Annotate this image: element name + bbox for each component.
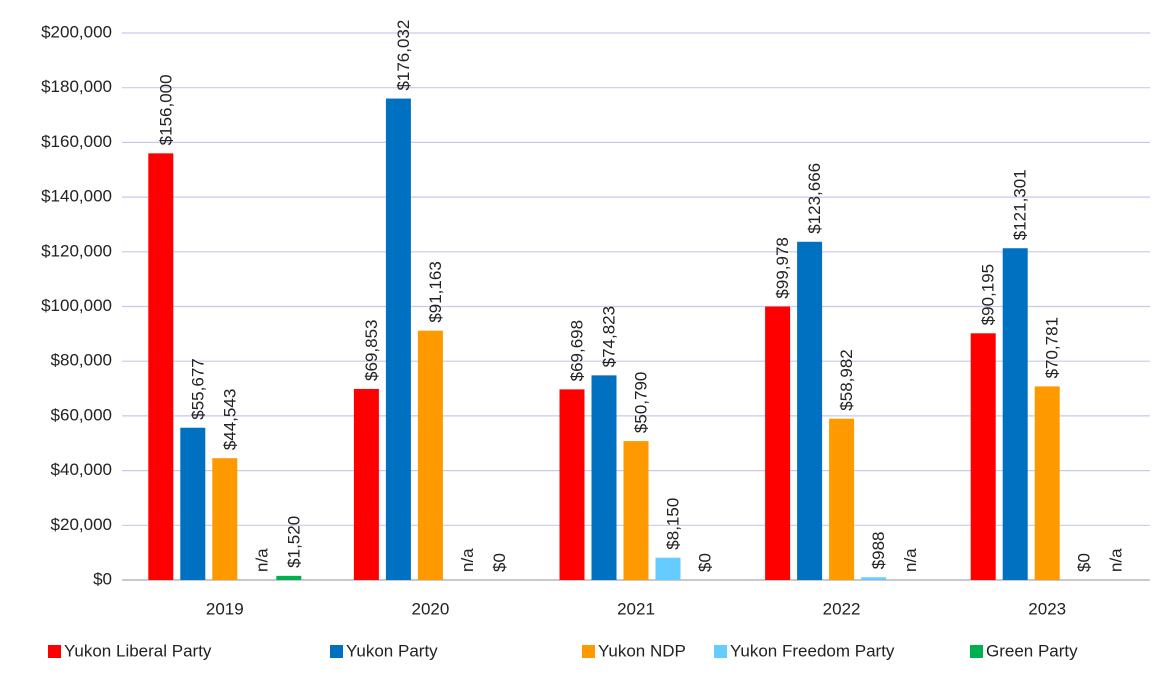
x-tick-label: 2021 (617, 599, 655, 618)
data-label: n/a (1107, 548, 1126, 572)
bar (829, 418, 855, 580)
bar (559, 389, 585, 580)
bar (385, 98, 411, 580)
legend-label: Yukon NDP (598, 641, 686, 660)
data-label: $74,823 (599, 306, 618, 367)
data-label: $0 (490, 553, 509, 572)
bar (591, 375, 617, 580)
bar (797, 241, 823, 580)
y-tick-label: $120,000 (41, 241, 112, 260)
data-label: $8,150 (663, 498, 682, 550)
data-label: n/a (901, 548, 920, 572)
y-tick-label: $200,000 (41, 22, 112, 41)
legend-label: Yukon Party (346, 641, 438, 660)
y-tick-label: $100,000 (41, 296, 112, 315)
data-label: $55,677 (188, 358, 207, 419)
bar (180, 427, 206, 580)
y-tick-label: $80,000 (51, 351, 112, 370)
bar (655, 557, 681, 580)
y-tick-label: $20,000 (51, 515, 112, 534)
data-label: $1,520 (284, 516, 303, 568)
bar (212, 458, 238, 580)
bar (623, 441, 649, 580)
bar (148, 153, 174, 580)
x-tick-label: 2019 (206, 599, 244, 618)
data-label: $99,978 (773, 237, 792, 298)
data-label: $70,781 (1043, 317, 1062, 378)
bar (276, 575, 302, 580)
x-tick-label: 2020 (411, 599, 449, 618)
data-label: n/a (458, 548, 477, 572)
y-tick-label: $160,000 (41, 132, 112, 151)
data-label: $988 (869, 531, 888, 569)
data-label: $123,666 (805, 163, 824, 234)
data-label: $69,853 (362, 319, 381, 380)
legend-swatch (714, 645, 727, 658)
bar (970, 333, 996, 580)
y-tick-label: $40,000 (51, 460, 112, 479)
data-label: $0 (695, 553, 714, 572)
y-tick-label: $0 (93, 569, 112, 588)
data-label: $44,543 (220, 389, 239, 450)
data-label: $121,301 (1011, 169, 1030, 240)
bar (353, 388, 379, 580)
data-label: $176,032 (394, 20, 413, 91)
data-label: $90,195 (979, 264, 998, 325)
data-label: $0 (1075, 553, 1094, 572)
data-label: $50,790 (631, 372, 650, 433)
legend-swatch (48, 645, 61, 658)
data-label: $69,698 (567, 320, 586, 381)
bar (1002, 248, 1028, 580)
legend-label: Yukon Freedom Party (730, 641, 895, 660)
x-tick-label: 2022 (823, 599, 861, 618)
legend-label: Yukon Liberal Party (64, 641, 212, 660)
bar (417, 330, 443, 580)
legend-swatch (582, 645, 595, 658)
data-label: $156,000 (156, 74, 175, 145)
bar (1034, 386, 1060, 580)
bar (765, 306, 791, 580)
data-label: $91,163 (426, 261, 445, 322)
y-tick-label: $140,000 (41, 187, 112, 206)
data-label: $58,982 (837, 349, 856, 410)
x-tick-label: 2023 (1028, 599, 1066, 618)
data-label: n/a (252, 548, 271, 572)
legend-label: Green Party (986, 641, 1078, 660)
y-tick-label: $180,000 (41, 77, 112, 96)
bar (861, 577, 887, 580)
legend-swatch (970, 645, 983, 658)
legend-swatch (330, 645, 343, 658)
y-tick-label: $60,000 (51, 405, 112, 424)
